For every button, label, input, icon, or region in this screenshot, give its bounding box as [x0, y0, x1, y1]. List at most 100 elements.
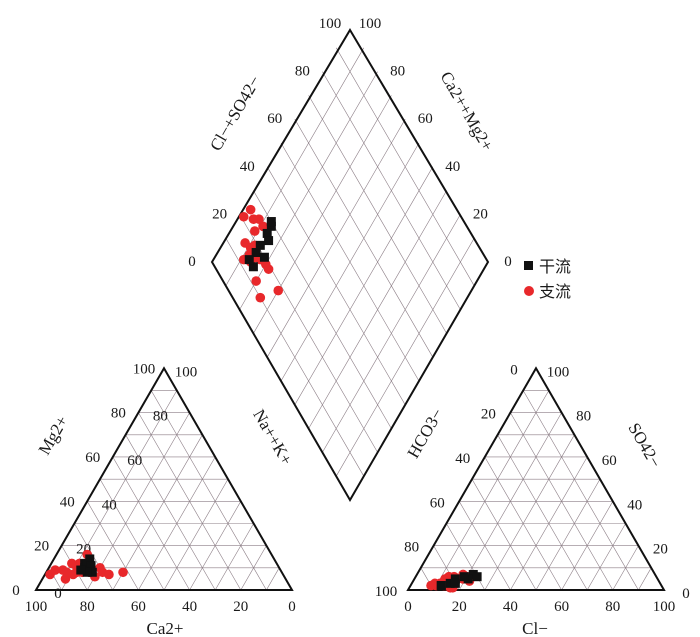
point-tributary: [245, 204, 256, 215]
grid-line: [484, 434, 575, 591]
cl-axis-title: Cl−: [522, 619, 548, 637]
tick-label: 60: [85, 450, 100, 466]
tick-label: 0: [404, 599, 412, 615]
tick-label: 40: [102, 497, 117, 513]
tick-label: 80: [153, 409, 168, 425]
point-mainstream: [251, 247, 261, 257]
grid-line: [612, 545, 639, 591]
tick-label: 100: [359, 16, 382, 32]
point-mainstream: [262, 228, 272, 238]
tick-label: 0: [682, 586, 690, 602]
tick-label: 20: [212, 206, 227, 222]
grid-line: [497, 434, 588, 591]
tick-label: 80: [80, 599, 95, 615]
tick-label: 80: [404, 540, 419, 556]
point-tributary: [240, 238, 250, 248]
grid-line: [471, 478, 537, 591]
grid-line: [638, 567, 652, 591]
tick-label: 40: [240, 159, 255, 175]
point-mainstream: [472, 572, 482, 582]
point-mainstream: [450, 578, 460, 588]
point-mainstream: [266, 221, 276, 231]
point-mainstream: [445, 578, 455, 588]
point-tributary: [118, 567, 128, 578]
grid-line: [163, 478, 229, 591]
tick-label: 80: [111, 406, 126, 422]
tick-label: 40: [60, 494, 75, 510]
tick-label: 40: [182, 599, 197, 615]
grid-line: [280, 142, 420, 382]
cation-triangle: [34, 366, 294, 591]
tick-label: 0: [54, 586, 62, 602]
point-mainstream: [436, 581, 446, 591]
ca-axis-title: Ca2+: [147, 619, 184, 637]
tick-label: 40: [627, 497, 642, 513]
grid-line: [86, 501, 139, 591]
grid-line: [150, 390, 267, 591]
point-tributary: [426, 580, 436, 591]
grid-line: [308, 95, 447, 334]
grid-line: [335, 47, 475, 286]
tick-label: 100: [175, 364, 198, 380]
point-mainstream: [86, 561, 96, 571]
hco3-axis-title: HCO3−: [404, 405, 447, 461]
grid-line: [433, 390, 550, 591]
tick-label: 100: [319, 16, 342, 32]
tick-label: 20: [653, 542, 668, 558]
so4-axis-title: SO42−: [624, 420, 665, 471]
ca-mg-axis-title: Ca2++Mg2+: [436, 68, 497, 154]
grid-line: [294, 119, 434, 358]
tick-label: 100: [653, 599, 676, 615]
tick-label: 100: [25, 599, 48, 615]
tick-label: 20: [452, 599, 467, 615]
tick-label: 60: [131, 599, 146, 615]
point-mainstream: [248, 262, 258, 272]
tick-label: 100: [133, 361, 156, 377]
tick-label: 0: [504, 254, 512, 270]
tick-label: 0: [288, 599, 296, 615]
point-tributary: [249, 226, 260, 236]
tick-label: 60: [418, 111, 433, 127]
point-tributary: [67, 558, 77, 569]
point-tributary: [45, 569, 55, 580]
tick-label: 60: [602, 453, 617, 469]
point-mainstream: [264, 236, 274, 246]
point-tributary: [238, 211, 249, 222]
legend-label-支流: 支流: [539, 282, 571, 301]
nak-axis-title: Na++K+: [249, 406, 296, 468]
grid-line: [61, 390, 178, 591]
grid-line: [522, 390, 639, 591]
tick-label: 100: [547, 364, 570, 380]
grid-line: [214, 523, 254, 591]
grid-line: [125, 434, 216, 591]
tick-label: 20: [34, 539, 49, 555]
grid-line: [322, 71, 461, 310]
grid-line: [458, 501, 511, 591]
legend-label-干流: 干流: [539, 257, 571, 276]
point-mainstream: [255, 240, 265, 250]
point-mainstream: [76, 565, 86, 575]
point-mainstream: [266, 217, 276, 227]
grid-line: [239, 71, 378, 310]
tick-labels: 0 0 100 0 100 0 0 0 20 20 80 20 80 20 20 20 40 40 60 40 60 40…: [12, 16, 690, 615]
grid-line: [240, 545, 267, 591]
point-tributary: [61, 567, 72, 578]
tick-label: 60: [127, 453, 142, 469]
tick-label: 80: [390, 64, 405, 80]
tick-label: 0: [510, 362, 518, 378]
tick-label: 20: [481, 407, 496, 423]
grid-line: [266, 119, 406, 358]
tick-label: 0: [12, 583, 20, 599]
tick-label: 20: [233, 599, 248, 615]
anion-triangle: [406, 366, 666, 591]
legend-marker-干流: [524, 261, 533, 270]
tick-label: 80: [576, 409, 591, 425]
tick-label: 100: [375, 584, 398, 600]
tick-label: 80: [295, 64, 310, 80]
grid-lines: [48, 47, 652, 591]
point-tributary: [258, 221, 268, 232]
data-points: [45, 204, 482, 593]
tick-label: 0: [188, 254, 196, 270]
point-tributary: [273, 285, 284, 296]
tick-label: 60: [554, 599, 569, 615]
